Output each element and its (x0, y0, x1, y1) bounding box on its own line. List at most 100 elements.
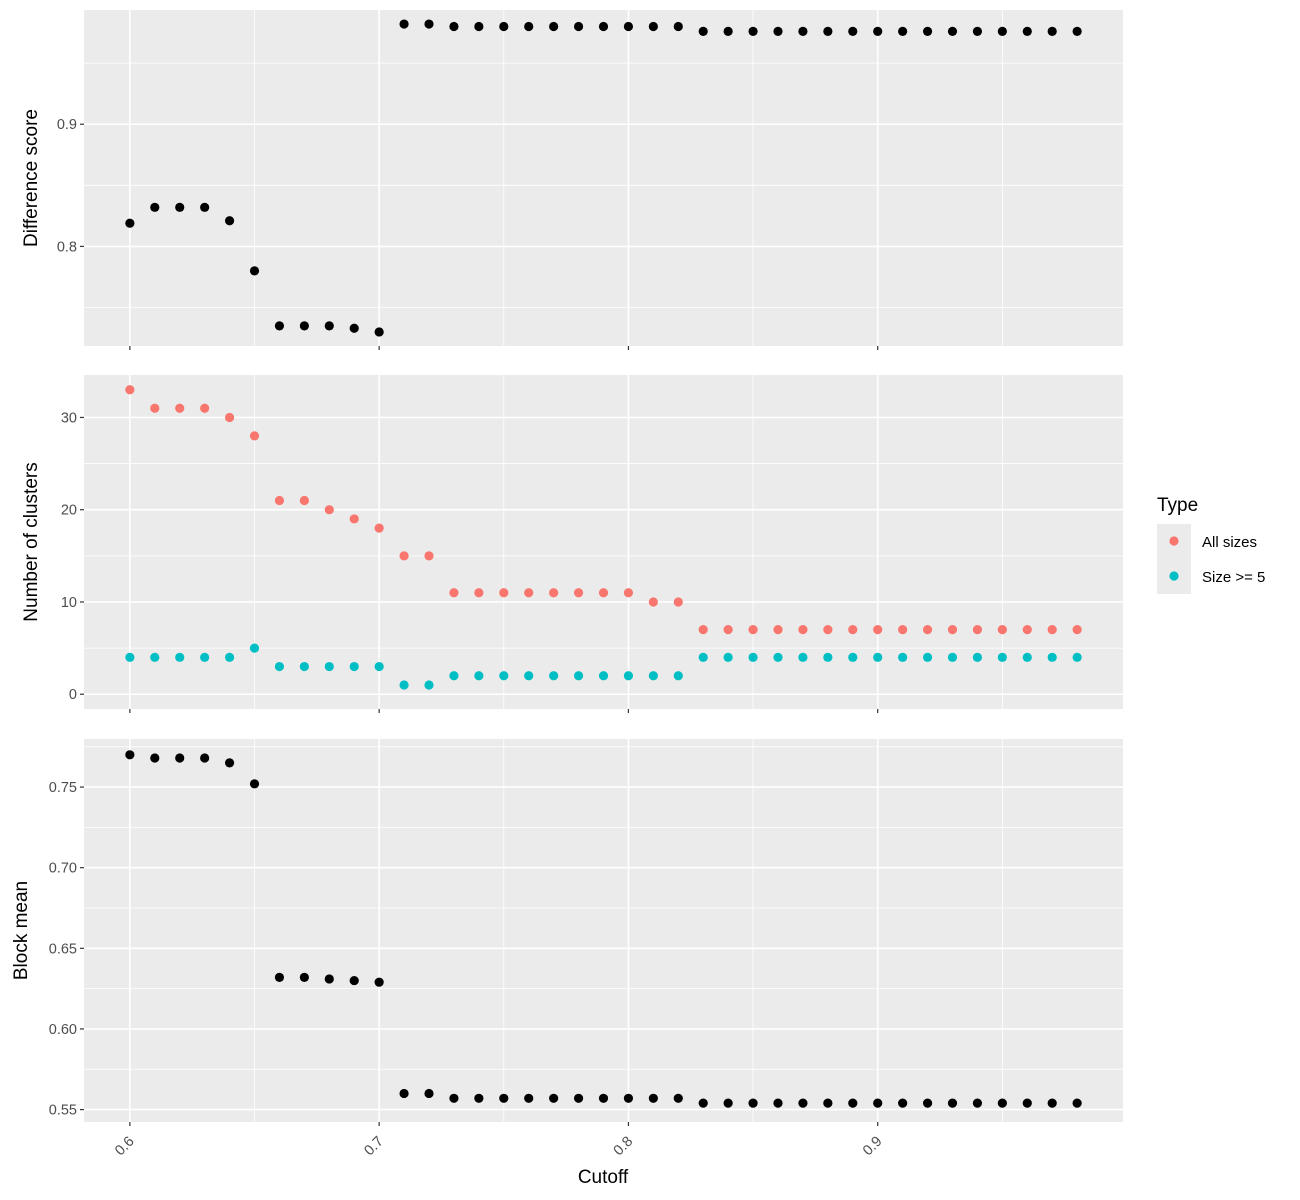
data-point (873, 625, 883, 635)
data-point (997, 1098, 1007, 1108)
data-point (673, 1093, 683, 1103)
data-point (673, 671, 683, 681)
data-point (200, 652, 210, 662)
y-axis-title: Block mean (11, 881, 32, 980)
data-point (598, 21, 609, 32)
data-point (1047, 1098, 1057, 1108)
data-point (499, 588, 509, 598)
data-point (150, 202, 160, 212)
panel-background (84, 375, 1123, 709)
legend-key (1169, 536, 1179, 546)
data-point (798, 625, 808, 635)
data-point (922, 652, 933, 662)
data-point (623, 21, 634, 32)
data-point (1047, 652, 1057, 662)
data-point (972, 26, 983, 36)
data-point (349, 323, 359, 333)
data-point (1022, 652, 1032, 662)
data-point (324, 321, 334, 331)
data-point (623, 588, 634, 598)
data-point (873, 26, 883, 36)
data-point (299, 321, 309, 331)
data-point (349, 661, 359, 672)
data-point (1072, 652, 1082, 662)
data-point (898, 652, 908, 662)
data-point (573, 671, 584, 681)
data-point (474, 671, 484, 681)
data-point (598, 588, 609, 598)
data-point (648, 1093, 658, 1103)
legend-title: Type (1157, 495, 1198, 516)
y-tick-label: 0.9 (57, 117, 77, 133)
data-point (274, 321, 285, 331)
data-point (449, 588, 459, 598)
data-point (524, 671, 534, 681)
data-point (449, 1093, 459, 1103)
data-point (150, 753, 160, 763)
data-point (200, 202, 210, 212)
y-tick-label: 0.60 (49, 1022, 77, 1038)
y-tick-label: 0.75 (49, 780, 77, 796)
data-point (698, 652, 708, 662)
data-point (299, 661, 309, 672)
data-point (499, 671, 509, 681)
data-point (299, 495, 309, 506)
legend-key (1169, 571, 1179, 581)
data-point (200, 403, 210, 413)
data-point (648, 671, 658, 681)
y-tick-label: 0.8 (57, 239, 77, 255)
data-point (898, 26, 908, 36)
data-point (698, 625, 708, 635)
data-point (748, 625, 758, 635)
data-point (474, 588, 484, 598)
data-point (274, 972, 285, 982)
data-point (424, 551, 434, 561)
data-point (449, 21, 459, 32)
data-point (698, 1098, 708, 1108)
data-point (823, 652, 833, 662)
data-point (175, 202, 185, 212)
panel-background (84, 10, 1123, 346)
data-point (424, 680, 434, 690)
data-point (947, 26, 958, 36)
data-point (997, 652, 1007, 662)
data-point (399, 19, 409, 29)
data-point (922, 625, 933, 635)
legend-key-background (1157, 524, 1191, 594)
data-point (474, 1093, 484, 1103)
y-tick-label: 20 (61, 503, 77, 519)
data-point (125, 385, 135, 395)
data-point (349, 975, 359, 986)
panel-3: 0.55 0.60 0.65 0.70 0.75 Block mean 0.6 0.7 0.8 0… (11, 739, 1123, 1159)
data-point (848, 625, 858, 635)
data-point (374, 661, 384, 672)
data-point (424, 19, 434, 29)
legend: Type All sizes Size >= 5 (1157, 495, 1265, 594)
data-point (623, 671, 634, 681)
data-point (798, 1098, 808, 1108)
data-point (598, 1093, 609, 1103)
data-point (249, 266, 260, 276)
data-point (848, 1098, 858, 1108)
data-point (873, 652, 883, 662)
data-point (798, 26, 808, 36)
data-point (698, 26, 708, 36)
data-point (723, 625, 733, 635)
data-point (922, 1098, 933, 1108)
data-point (648, 21, 658, 32)
data-point (249, 431, 260, 441)
data-point (150, 652, 160, 662)
data-point (274, 661, 285, 672)
data-point (175, 652, 185, 662)
data-point (499, 21, 509, 32)
data-point (823, 625, 833, 635)
panels: 0.8 0.9 Difference score 0 10 20 30 Number of c… (11, 10, 1123, 1159)
data-point (773, 26, 783, 36)
data-point (499, 1093, 509, 1103)
data-point (623, 1093, 634, 1103)
data-point (573, 588, 584, 598)
data-point (823, 1098, 833, 1108)
data-point (324, 505, 334, 515)
data-point (1022, 1098, 1032, 1108)
data-point (150, 403, 160, 413)
